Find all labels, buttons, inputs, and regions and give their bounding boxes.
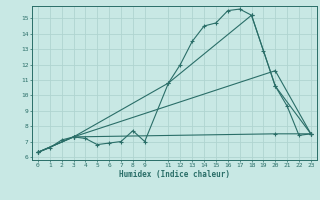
- X-axis label: Humidex (Indice chaleur): Humidex (Indice chaleur): [119, 170, 230, 179]
